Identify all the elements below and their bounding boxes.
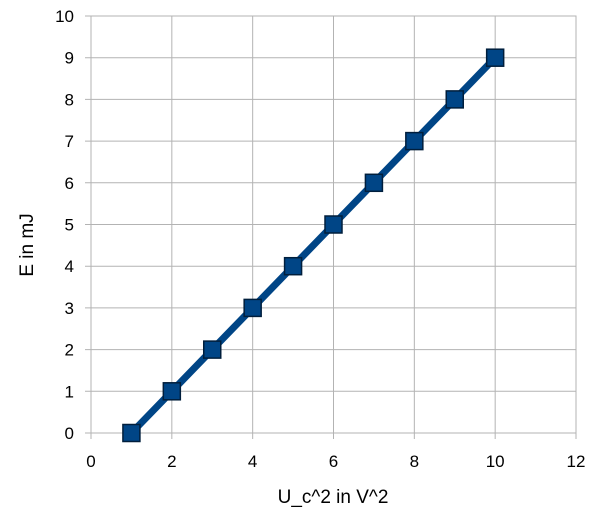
x-tick-label: 10 bbox=[486, 452, 505, 471]
data-point-marker bbox=[485, 48, 505, 67]
y-tick-label: 7 bbox=[65, 132, 74, 151]
x-tick-label: 6 bbox=[329, 452, 338, 471]
x-tick-label: 0 bbox=[86, 452, 95, 471]
plot-frame bbox=[90, 15, 577, 434]
y-tick-label: 9 bbox=[65, 49, 74, 68]
data-point-marker bbox=[162, 382, 182, 401]
series-line bbox=[127, 54, 499, 437]
y-tick-label: 5 bbox=[65, 216, 74, 235]
data-point-marker bbox=[364, 173, 384, 193]
y-tick-label: 4 bbox=[65, 257, 74, 276]
data-point-marker bbox=[203, 340, 222, 359]
x-tick-label: 2 bbox=[167, 452, 176, 471]
data-point-marker bbox=[405, 131, 424, 151]
y-tick-label: 6 bbox=[65, 174, 74, 193]
x-tick-label: 4 bbox=[248, 452, 257, 471]
y-tick-label: 2 bbox=[65, 341, 74, 360]
y-tick-label: 0 bbox=[65, 424, 74, 443]
y-tick-label: 8 bbox=[65, 90, 74, 109]
data-point-marker bbox=[283, 256, 303, 276]
data-point-marker bbox=[122, 423, 141, 443]
data-point-marker bbox=[324, 215, 343, 234]
series-layer bbox=[122, 48, 505, 443]
x-tick-label: 8 bbox=[410, 452, 419, 471]
data-point-marker bbox=[243, 298, 262, 318]
y-tick-label: 1 bbox=[65, 382, 74, 401]
y-axis-title: E in mJ bbox=[17, 213, 38, 276]
x-axis-title: U_c^2 in V^2 bbox=[278, 487, 389, 508]
x-tick-label: 12 bbox=[567, 452, 586, 471]
y-tick-label: 10 bbox=[55, 7, 74, 26]
y-tick-label: 3 bbox=[65, 299, 74, 318]
data-point-marker bbox=[445, 90, 464, 109]
